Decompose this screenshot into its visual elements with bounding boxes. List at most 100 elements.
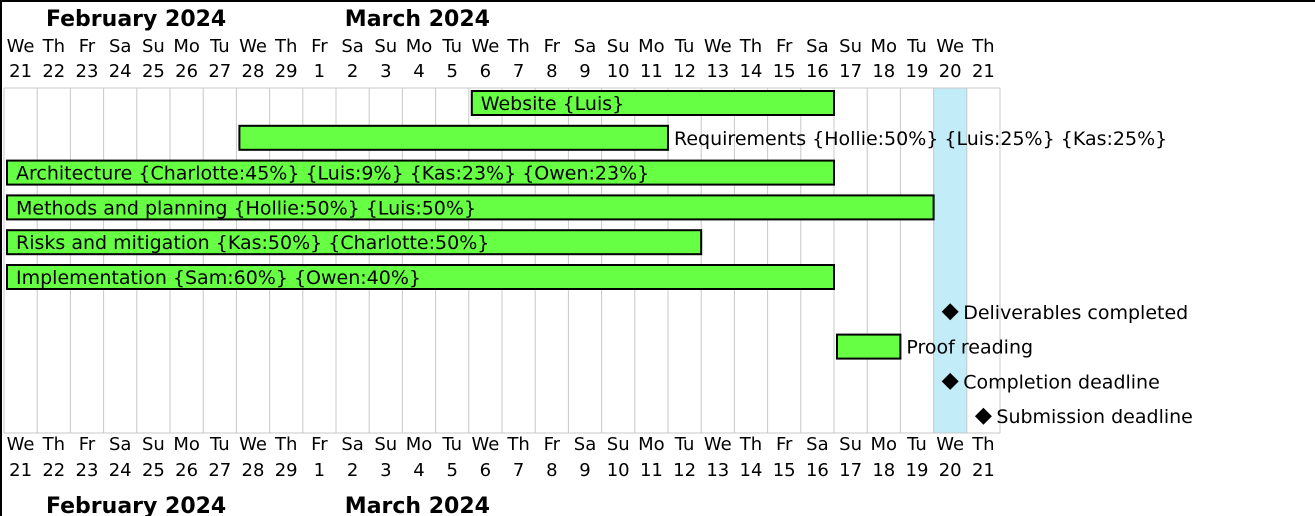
day-number-bottom: 15 — [773, 460, 796, 481]
milestone-label: Submission deadline — [996, 406, 1192, 428]
day-number-top: 5 — [446, 61, 457, 82]
milestone-diamond — [941, 303, 959, 321]
day-number-top: 14 — [740, 61, 763, 82]
day-of-week-bottom: We — [704, 434, 732, 455]
day-of-week-bottom: Su — [607, 434, 630, 455]
day-number-bottom: 8 — [546, 460, 557, 481]
day-number-top: 12 — [673, 61, 696, 82]
day-of-week-top: Fr — [544, 36, 561, 57]
day-number-bottom: 27 — [208, 460, 231, 481]
day-number-bottom: 14 — [740, 460, 763, 481]
day-number-bottom: 6 — [480, 460, 491, 481]
day-of-week-top: Tu — [209, 36, 230, 57]
day-number-bottom: 23 — [76, 460, 99, 481]
day-of-week-top: Fr — [311, 36, 328, 57]
day-number-top: 23 — [76, 61, 99, 82]
milestone-label: Deliverables completed — [963, 302, 1188, 324]
day-of-week-top: Fr — [776, 36, 793, 57]
day-number-top: 3 — [380, 61, 391, 82]
day-number-top: 11 — [640, 61, 663, 82]
task-label: Website {Luis} — [481, 93, 624, 115]
day-of-week-top: Mo — [406, 36, 433, 57]
task-label: Risks and mitigation {Kas:50%} {Charlott… — [16, 232, 489, 254]
day-number-bottom: 5 — [446, 460, 457, 481]
day-of-week-bottom: Mo — [173, 434, 200, 455]
day-number-top: 21 — [972, 61, 995, 82]
day-number-bottom: 1 — [314, 460, 325, 481]
day-number-top: 29 — [275, 61, 298, 82]
day-of-week-top: Mo — [871, 36, 898, 57]
day-of-week-top: Mo — [173, 36, 200, 57]
day-number-top: 17 — [839, 61, 862, 82]
task-bar — [6, 229, 703, 256]
day-number-bottom: 11 — [640, 460, 663, 481]
day-number-bottom: 2 — [347, 460, 358, 481]
day-of-week-top: Th — [42, 36, 65, 57]
day-number-top: 10 — [607, 61, 630, 82]
day-number-bottom: 16 — [806, 460, 829, 481]
day-number-top: 24 — [109, 61, 132, 82]
day-of-week-top: Su — [374, 36, 397, 57]
day-number-bottom: 13 — [706, 460, 729, 481]
day-number-top: 7 — [513, 61, 524, 82]
milestone-label: Completion deadline — [963, 371, 1160, 393]
day-of-week-bottom: Su — [374, 434, 397, 455]
day-of-week-bottom: Mo — [406, 434, 433, 455]
day-of-week-bottom: Sa — [109, 434, 131, 455]
task-label: Implementation {Sam:60%} {Owen:40%} — [16, 267, 421, 289]
day-of-week-bottom: Fr — [776, 434, 793, 455]
day-of-week-top: We — [704, 36, 732, 57]
task-bar — [6, 159, 835, 186]
day-of-week-top: Sa — [109, 36, 131, 57]
day-of-week-top: We — [471, 36, 499, 57]
day-number-bottom: 21 — [972, 460, 995, 481]
task-bar — [836, 333, 902, 360]
day-of-week-bottom: Su — [839, 434, 862, 455]
day-of-week-top: Su — [839, 36, 862, 57]
day-of-week-bottom: Th — [971, 434, 994, 455]
day-number-top: 9 — [579, 61, 590, 82]
day-number-bottom: 12 — [673, 460, 696, 481]
day-of-week-bottom: Sa — [806, 434, 828, 455]
day-number-bottom: 21 — [9, 460, 32, 481]
day-of-week-top: Tu — [906, 36, 927, 57]
task-label: Requirements {Hollie:50%} {Luis:25%} {Ka… — [674, 128, 1167, 150]
day-number-bottom: 24 — [109, 460, 132, 481]
task-bar — [6, 194, 935, 221]
milestone-diamond — [941, 372, 959, 390]
day-number-bottom: 22 — [42, 460, 65, 481]
day-of-week-top: We — [239, 36, 267, 57]
day-of-week-bottom: Fr — [79, 434, 96, 455]
day-of-week-top: Th — [739, 36, 762, 57]
day-of-week-bottom: Th — [274, 434, 297, 455]
day-of-week-bottom: Th — [506, 434, 529, 455]
task-label: Methods and planning {Hollie:50%} {Luis:… — [16, 197, 476, 219]
day-of-week-bottom: Th — [42, 434, 65, 455]
day-of-week-top: Tu — [674, 36, 695, 57]
day-number-bottom: 26 — [175, 460, 198, 481]
day-of-week-bottom: Mo — [871, 434, 898, 455]
day-number-top: 26 — [175, 61, 198, 82]
day-number-top: 21 — [9, 61, 32, 82]
day-of-week-bottom: Th — [739, 434, 762, 455]
day-of-week-top: Sa — [806, 36, 828, 57]
month-header-bottom: March 2024 — [345, 494, 490, 516]
day-number-bottom: 17 — [839, 460, 862, 481]
day-number-top: 22 — [42, 61, 65, 82]
day-number-top: 13 — [706, 61, 729, 82]
month-header-top: February 2024 — [46, 7, 226, 32]
day-number-bottom: 9 — [579, 460, 590, 481]
day-of-week-bottom: We — [7, 434, 35, 455]
day-of-week-bottom: We — [471, 434, 499, 455]
day-of-week-bottom: Sa — [341, 434, 363, 455]
day-number-bottom: 20 — [939, 460, 962, 481]
day-number-top: 15 — [773, 61, 796, 82]
day-of-week-bottom: Sa — [574, 434, 596, 455]
day-number-bottom: 25 — [142, 460, 165, 481]
day-number-top: 8 — [546, 61, 557, 82]
day-of-week-bottom: Tu — [209, 434, 230, 455]
day-number-top: 2 — [347, 61, 358, 82]
day-number-bottom: 28 — [242, 460, 265, 481]
